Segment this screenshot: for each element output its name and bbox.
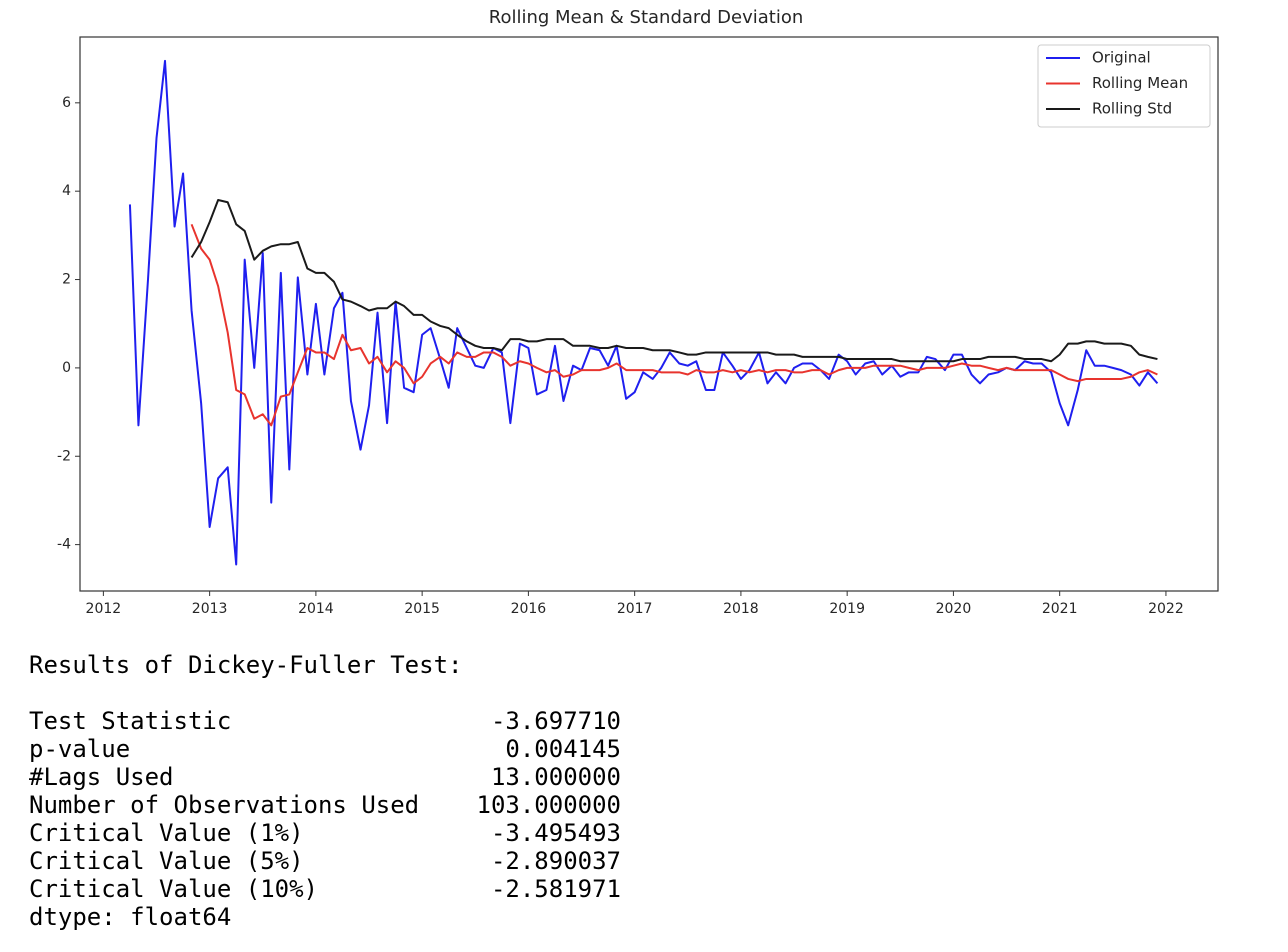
row-value: -2.581971 [490, 875, 621, 903]
x-tick-label: 2015 [404, 601, 440, 617]
series-line [128, 59, 1159, 566]
row-label: Critical Value (1%) [29, 819, 304, 847]
row-label: Test Statistic [29, 707, 232, 735]
output-row: Critical Value (5%) -2.890037 [29, 847, 621, 875]
row-label: Critical Value (10%) [29, 875, 318, 903]
legend-label: Rolling Mean [1092, 74, 1188, 92]
y-tick-label: 4 [62, 183, 71, 199]
x-tick-label: 2020 [936, 601, 972, 617]
y-tick-label: -4 [57, 537, 71, 553]
output-row: #Lags Used 13.000000 [29, 763, 621, 791]
series-line [190, 199, 1158, 363]
row-label: Number of Observations Used [29, 791, 420, 819]
chart-title: Rolling Mean & Standard Deviation [489, 7, 804, 28]
row-label: #Lags Used [29, 763, 174, 791]
output-row: Number of Observations Used 103.000000 [29, 791, 621, 819]
row-value: -2.890037 [490, 847, 621, 875]
output-row: Critical Value (1%) -3.495493 [29, 819, 621, 847]
output-heading: Results of Dickey-Fuller Test: [29, 651, 463, 679]
row-value: -3.495493 [490, 819, 621, 847]
plot-frame [79, 36, 1219, 592]
y-tick-label: 2 [62, 272, 71, 288]
x-tick-label: 2018 [723, 601, 759, 617]
row-label: p-value [29, 735, 131, 763]
row-value: 103.000000 [476, 791, 622, 819]
legend-box [1037, 44, 1211, 128]
y-tick-label: 0 [62, 360, 71, 376]
row-label: Critical Value (5%) [29, 847, 304, 875]
legend-label: Original [1092, 49, 1151, 67]
x-tick-label: 2019 [829, 601, 865, 617]
output-row: Critical Value (10%) -2.581971 [29, 875, 621, 903]
x-tick-label: 2017 [617, 601, 653, 617]
output-dtype: dtype: float64 [29, 903, 232, 931]
legend-label: Rolling Std [1092, 100, 1172, 118]
row-value: -3.697710 [490, 707, 621, 735]
output-row: p-value 0.004145 [29, 735, 621, 763]
row-value: 0.004145 [505, 735, 621, 763]
chart: Rolling Mean & Standard Deviation -4 -2 0 2… [57, 7, 1219, 617]
x-tick-label: 2012 [86, 601, 122, 617]
row-value: 13.000000 [490, 763, 621, 791]
x-tick-label: 2016 [511, 601, 547, 617]
x-tick-label: 2022 [1148, 601, 1184, 617]
x-tick-label: 2013 [192, 601, 228, 617]
x-tick-label: 2014 [298, 601, 334, 617]
y-tick-label: -2 [57, 448, 71, 464]
series-line [190, 223, 1158, 427]
x-tick-label: 2021 [1042, 601, 1078, 617]
output-row: Test Statistic -3.697710 [29, 707, 621, 735]
y-tick-label: 6 [62, 95, 71, 111]
